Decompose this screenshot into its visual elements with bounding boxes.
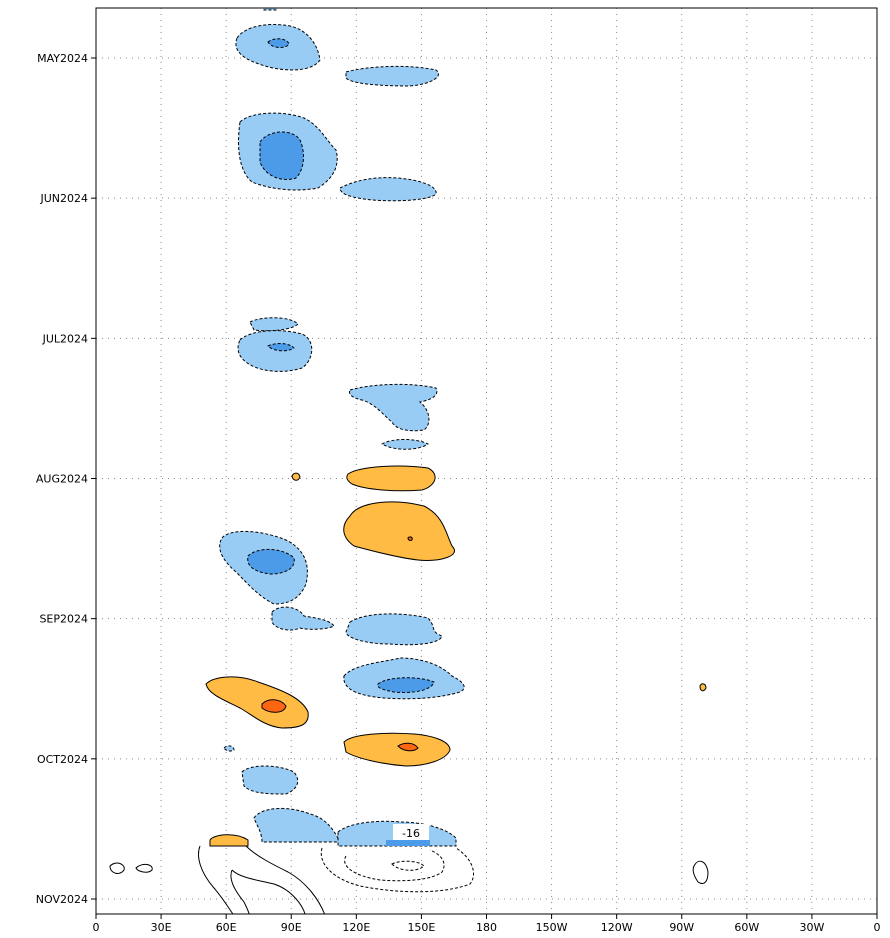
x-tick-label: 180 bbox=[476, 921, 497, 934]
x-tick-label: 0 bbox=[93, 921, 100, 934]
positive-region bbox=[343, 501, 455, 561]
x-tick-label: 30E bbox=[151, 921, 172, 934]
positive-region bbox=[699, 683, 707, 692]
negative-contour-line bbox=[320, 847, 474, 893]
negative-contour-line bbox=[344, 849, 445, 882]
positive-region-core bbox=[407, 536, 413, 541]
negative-region bbox=[223, 745, 235, 752]
negative-contour-line bbox=[391, 860, 425, 871]
y-tick-label: JUN2024 bbox=[39, 192, 88, 205]
negative-region bbox=[381, 439, 429, 450]
negative-region bbox=[345, 613, 443, 646]
x-axis: 0 30E 60E 90E 120E 150E 180 150W 120W 90W 60W 30W 0 bbox=[93, 914, 881, 934]
y-tick-label: NOV2024 bbox=[36, 893, 88, 906]
positive-region bbox=[346, 465, 436, 492]
positive-contour-line bbox=[198, 845, 234, 914]
x-tick-label: 30W bbox=[799, 921, 824, 934]
contour-label-box bbox=[393, 824, 429, 840]
negative-region bbox=[249, 317, 299, 332]
x-tick-label: 120W bbox=[601, 921, 633, 934]
x-tick-label: 90W bbox=[669, 921, 694, 934]
x-tick-label: 150E bbox=[407, 921, 435, 934]
contour-label: -16 bbox=[393, 824, 429, 840]
y-tick-label: JUL2024 bbox=[42, 332, 88, 345]
negative-region bbox=[271, 606, 335, 631]
x-tick-label: 0 bbox=[874, 921, 881, 934]
plot-frame bbox=[95, 7, 878, 915]
gridlines bbox=[96, 8, 877, 914]
positive-contour-line bbox=[135, 863, 153, 873]
y-tick-label: AUG2024 bbox=[36, 473, 88, 486]
negative-region bbox=[237, 330, 313, 372]
x-tick-label: 120E bbox=[342, 921, 370, 934]
unshaded-contours bbox=[109, 845, 709, 914]
negative-region-core bbox=[267, 343, 295, 352]
positive-region bbox=[291, 472, 301, 481]
contour-label-text: -16 bbox=[402, 827, 420, 840]
negative-contours bbox=[320, 847, 474, 893]
negative-region-core bbox=[267, 38, 290, 48]
negative-region-core bbox=[386, 840, 430, 846]
x-tick-label: 60W bbox=[734, 921, 759, 934]
negative-region bbox=[349, 383, 438, 432]
y-tick-label: OCT2024 bbox=[37, 753, 88, 766]
negative-region bbox=[253, 808, 341, 843]
negative-region bbox=[339, 177, 437, 202]
x-tick-label: 90E bbox=[281, 921, 302, 934]
positive-contour-line bbox=[231, 869, 306, 914]
x-tick-label: 60E bbox=[216, 921, 237, 934]
negative-region-core bbox=[377, 677, 435, 693]
positive-region bbox=[209, 834, 249, 847]
y-tick-label: MAY2024 bbox=[37, 52, 88, 65]
negative-region bbox=[345, 65, 439, 87]
x-tick-label: 150W bbox=[536, 921, 568, 934]
negative-region bbox=[241, 765, 299, 795]
positive-contour-line bbox=[109, 862, 125, 874]
positive-region bbox=[343, 732, 451, 767]
y-tick-label: SEP2024 bbox=[39, 613, 88, 626]
positive-region-core bbox=[397, 742, 419, 752]
positive-contour-line bbox=[692, 860, 709, 885]
positive-contour-line bbox=[230, 869, 250, 914]
positive-region-core bbox=[261, 699, 287, 713]
anomaly-field bbox=[109, 8, 709, 914]
negative-region-core bbox=[259, 131, 304, 180]
positive-contour-line bbox=[245, 845, 325, 914]
negative-region-core bbox=[247, 549, 295, 575]
y-axis: MAY2024 JUN2024 JUL2024 AUG2024 SEP2024 OCT20… bbox=[36, 52, 96, 906]
positive-region bbox=[205, 676, 309, 729]
